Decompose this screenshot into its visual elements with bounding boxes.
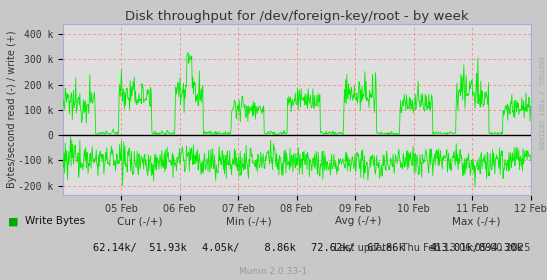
Y-axis label: Bytes/second read (-) / write (+): Bytes/second read (-) / write (+) — [7, 31, 16, 188]
Text: Avg (-/+): Avg (-/+) — [335, 216, 381, 226]
Text: Max (-/+): Max (-/+) — [452, 216, 500, 226]
Text: 413.01k/894.30k: 413.01k/894.30k — [429, 243, 523, 253]
Title: Disk throughput for /dev/foreign-key/root - by week: Disk throughput for /dev/foreign-key/roo… — [125, 10, 469, 23]
Text: Last update:  Thu Feb 13 06:05:00 2025: Last update: Thu Feb 13 06:05:00 2025 — [334, 243, 531, 253]
Text: ■: ■ — [8, 216, 19, 226]
Text: 62.14k/  51.93k: 62.14k/ 51.93k — [92, 243, 187, 253]
Text: Cur (-/+): Cur (-/+) — [117, 216, 162, 226]
Text: Min (-/+): Min (-/+) — [226, 216, 272, 226]
Text: RRDTOOL / TOBI OETIKER: RRDTOOL / TOBI OETIKER — [537, 56, 543, 150]
Text: 4.05k/    8.86k: 4.05k/ 8.86k — [202, 243, 296, 253]
Text: 72.62k/  67.86k: 72.62k/ 67.86k — [311, 243, 405, 253]
Text: Write Bytes: Write Bytes — [25, 216, 85, 226]
Text: Munin 2.0.33-1: Munin 2.0.33-1 — [240, 267, 307, 276]
